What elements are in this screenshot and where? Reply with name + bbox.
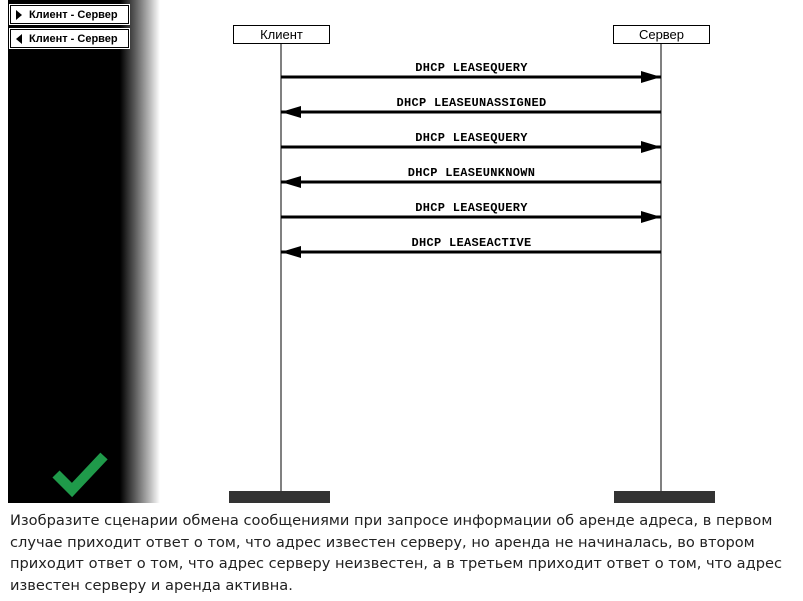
server-lifeline-end [614,491,715,503]
client-lifeline-end [229,491,330,503]
message-label: DHCP LEASEUNKNOWN [407,166,536,180]
option-server-to-client[interactable]: Клиент - Сервер [10,29,129,48]
client-actor: Клиент [233,25,330,44]
task-description: Изобразите сценарии обмена сообщениями п… [10,512,782,594]
client-actor-label: Клиент [260,27,303,42]
checkmark-icon [52,452,108,498]
triangle-right-icon [16,9,22,20]
option-label: Клиент - Сервер [29,8,118,21]
message-label: DHCP LEASEQUERY [415,201,528,215]
server-actor: Сервер [613,25,710,44]
triangle-left-icon [16,33,22,44]
option-client-to-server[interactable]: Клиент - Сервер [10,5,129,24]
message-label: DHCP LEASEACTIVE [411,236,532,250]
sequence-diagram [229,44,715,503]
option-label: Клиент - Сервер [29,32,118,45]
options-panel [8,0,160,503]
message-label: DHCP LEASEUNASSIGNED [396,96,547,110]
message-label: DHCP LEASEQUERY [415,131,528,145]
message-label: DHCP LEASEQUERY [415,61,528,75]
server-actor-label: Сервер [638,27,685,42]
